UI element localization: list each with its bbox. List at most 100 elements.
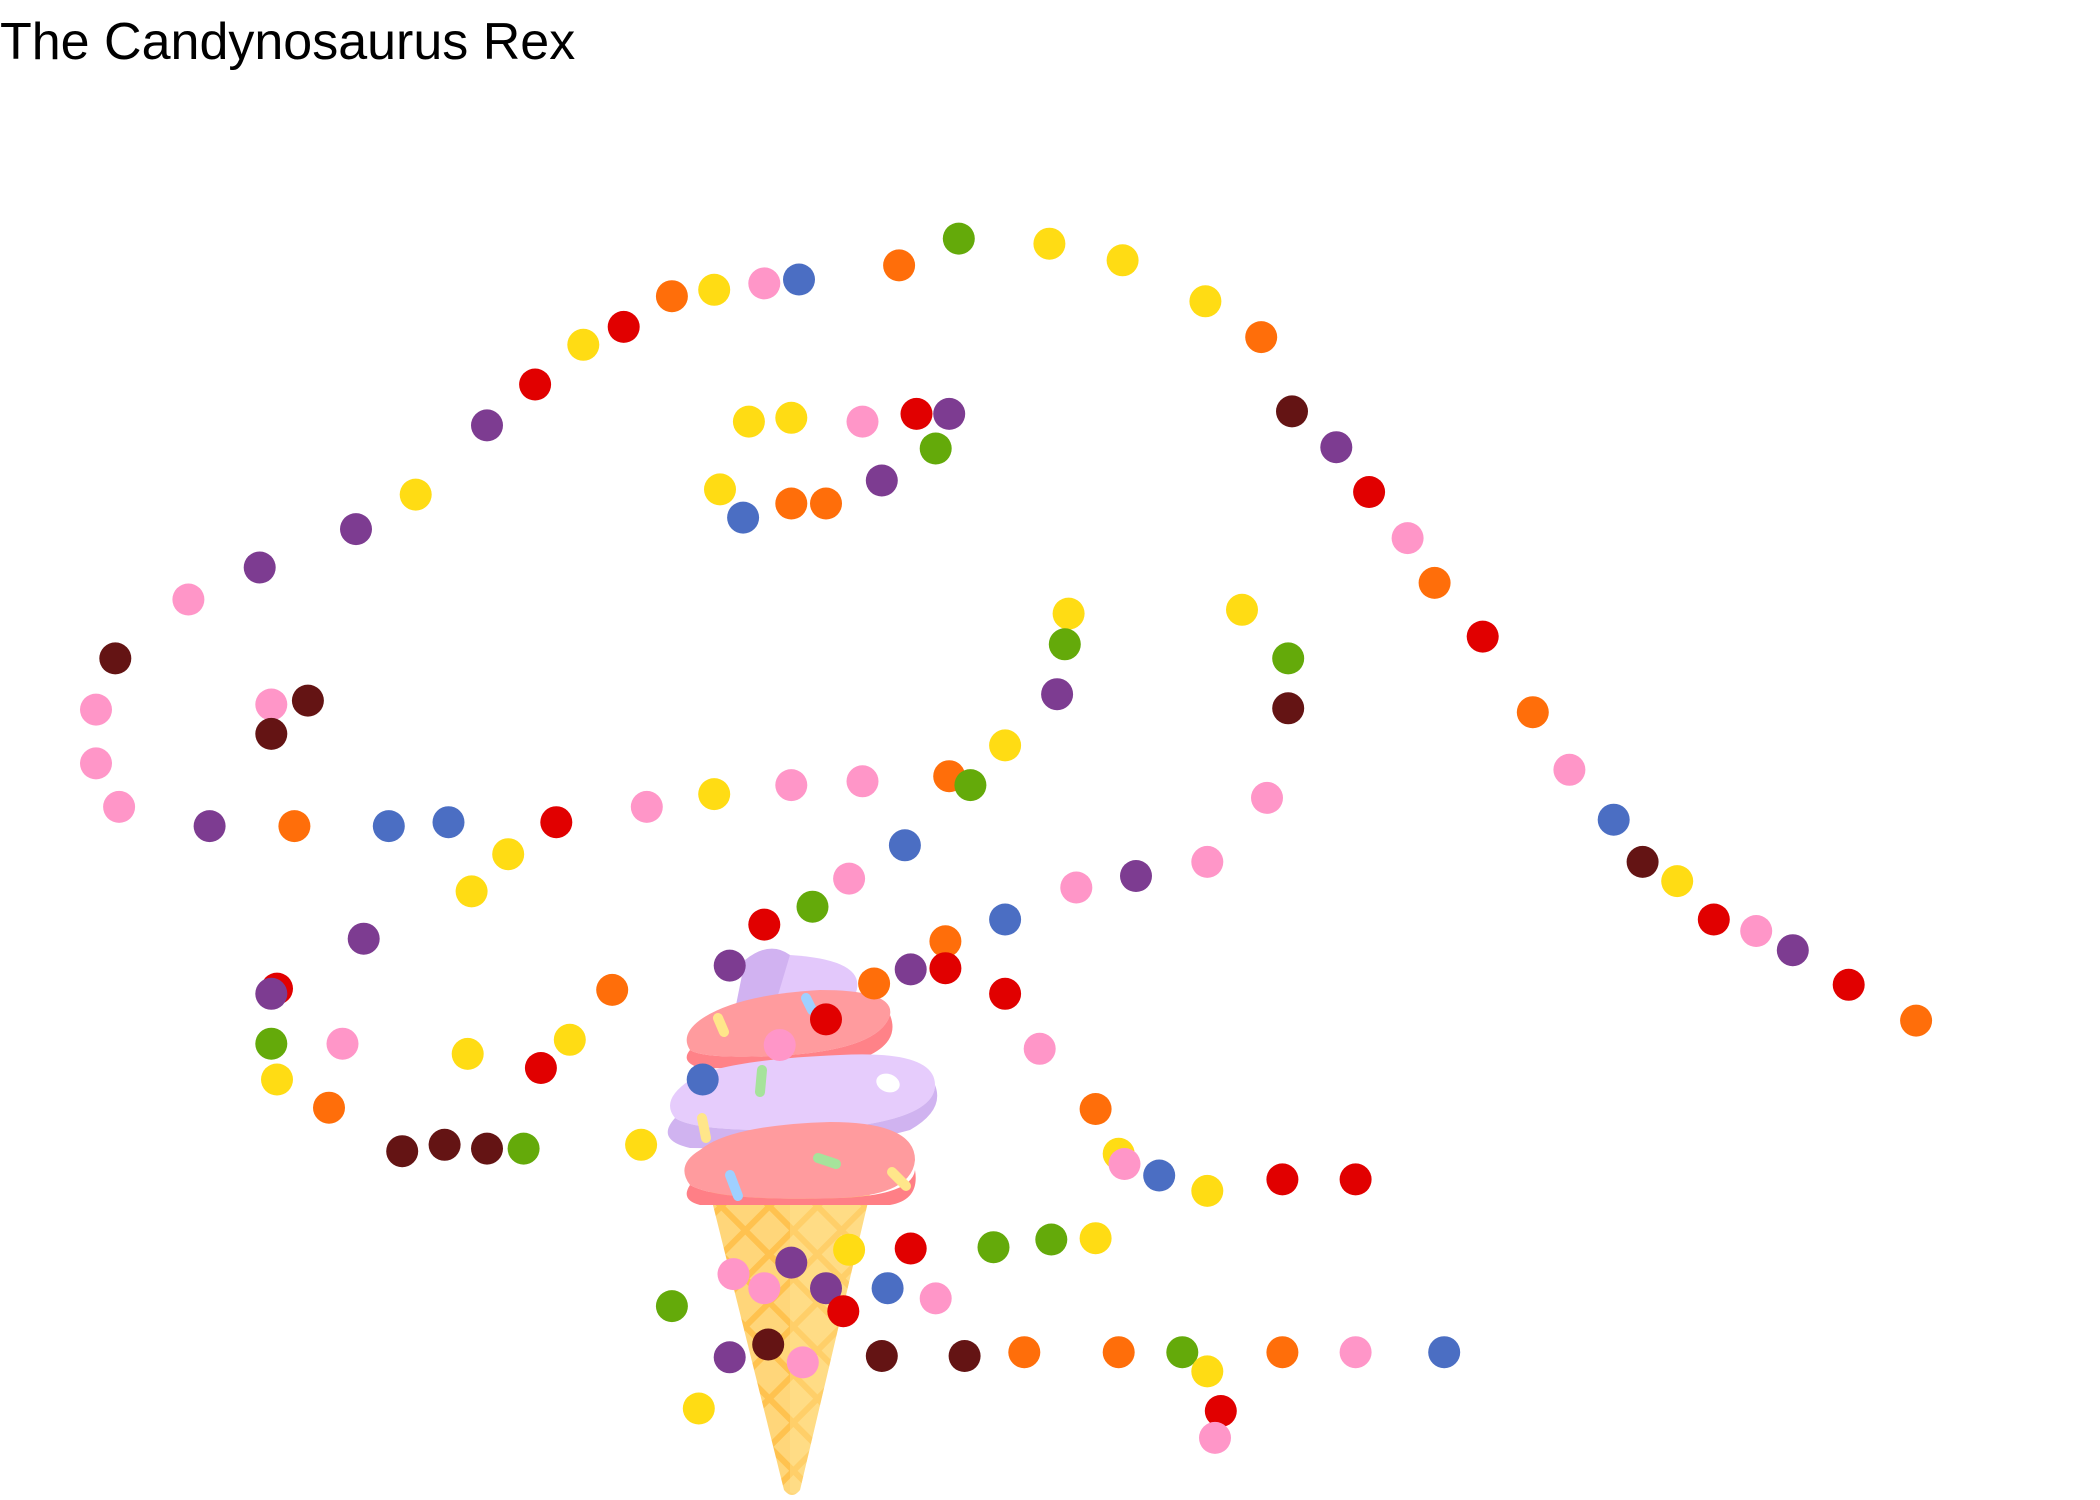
point-red-79 [524,1052,557,1084]
point-brown-22 [1276,395,1308,428]
point-yellow-82 [553,1023,586,1056]
point-orange-16 [883,249,916,282]
point-red-125 [827,1295,860,1328]
point-orange-49 [775,487,808,520]
data-points [80,222,1933,1454]
point-yellow-52 [1052,597,1085,630]
point-red-27 [1466,620,1499,653]
point-purple-35 [1776,934,1809,967]
point-red-33 [1697,903,1730,936]
point-pink-1 [80,747,112,780]
point-blue-123 [871,1272,904,1305]
point-blue-15 [783,263,815,296]
point-pink-75 [326,1027,359,1060]
point-pink-25 [1391,522,1424,555]
point-pink-29 [1553,753,1586,786]
point-yellow-135 [1191,1355,1224,1388]
point-purple-69 [347,922,380,955]
point-pink-34 [1740,915,1773,947]
point-pink-14 [748,267,781,300]
point-red-94 [929,952,962,985]
point-pink-43 [846,405,879,438]
point-red-113 [1339,1163,1372,1196]
point-yellow-60 [698,778,731,811]
point-purple-100 [1120,860,1152,892]
point-brown-40 [255,717,288,750]
point-blue-30 [1597,803,1630,836]
point-pink-101 [1191,845,1224,878]
point-pink-124 [919,1282,952,1315]
point-blue-110 [1143,1159,1176,1192]
point-yellow-111 [1191,1174,1224,1207]
point-yellow-67 [492,838,525,871]
point-orange-74 [313,1091,345,1124]
point-brown-3 [99,642,132,675]
point-brown-78 [471,1132,503,1165]
point-purple-54 [1041,678,1074,711]
point-orange-93 [858,967,891,1000]
point-purple-6 [340,513,372,546]
point-purple-47 [865,464,898,497]
point-purple-119 [775,1246,808,1279]
point-yellow-73 [261,1063,293,1096]
point-green-116 [977,1231,1010,1264]
point-yellow-141 [682,1392,715,1425]
point-red-24 [1353,476,1386,508]
point-pink-2 [103,790,136,823]
point-red-139 [1204,1395,1237,1427]
point-pink-99 [1060,871,1093,904]
point-yellow-13 [698,273,731,306]
point-yellow-18 [1033,227,1066,260]
waffle-cone [708,1185,872,1495]
point-orange-28 [1516,696,1549,729]
point-green-57 [954,769,987,802]
point-yellow-81 [451,1037,484,1070]
point-purple-128 [713,1341,746,1374]
point-orange-136 [1266,1336,1299,1369]
point-blue-63 [432,806,465,839]
point-orange-21 [1245,321,1278,354]
point-red-96 [810,1003,842,1036]
point-yellow-103 [1226,593,1258,626]
point-orange-65 [278,810,311,843]
point-purple-66 [193,810,226,843]
point-purple-45 [933,397,966,430]
point-pink-102 [1251,781,1283,814]
point-yellow-32 [1661,865,1694,898]
point-pink-58 [846,765,879,798]
point-yellow-55 [989,729,1022,762]
point-pink-121 [748,1272,781,1305]
point-brown-130 [948,1340,981,1372]
point-yellow-41 [732,405,765,438]
point-red-95 [989,977,1022,1010]
point-yellow-84 [625,1128,658,1161]
point-pink-140 [1199,1421,1231,1454]
point-yellow-115 [1079,1222,1112,1255]
point-orange-107 [1079,1093,1112,1125]
point-pink-97 [763,1029,796,1061]
point-yellow-50 [704,473,736,506]
point-purple-71 [255,977,288,1010]
point-yellow-10 [567,328,600,361]
point-red-112 [1266,1163,1299,1196]
point-green-72 [255,1027,288,1060]
point-pink-4 [172,583,205,616]
point-green-46 [919,432,952,465]
point-purple-122 [810,1272,842,1305]
point-blue-138 [1428,1336,1461,1369]
point-brown-129 [865,1340,898,1372]
point-red-62 [540,806,573,839]
point-pink-120 [717,1258,750,1291]
point-red-36 [1832,968,1865,1001]
point-blue-98 [989,903,1022,936]
point-green-114 [1035,1223,1068,1256]
point-orange-26 [1418,566,1451,599]
point-red-11 [607,310,640,343]
point-orange-12 [655,280,688,313]
point-green-126 [655,1290,688,1323]
point-purple-86 [713,949,746,982]
point-orange-83 [596,973,629,1006]
point-pink-59 [775,769,808,802]
soft-serve-swirl [667,948,938,1205]
